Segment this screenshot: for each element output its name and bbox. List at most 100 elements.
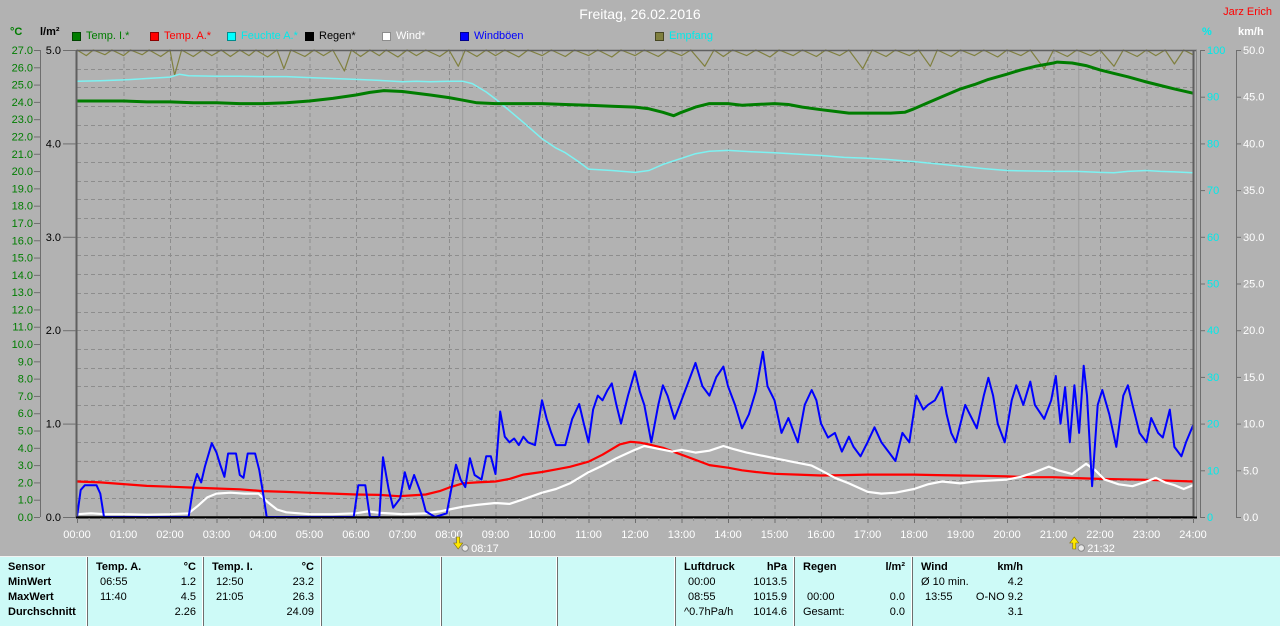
- legend-item-regen[interactable]: Regen*: [305, 30, 356, 42]
- svg-text:20: 20: [1207, 419, 1219, 431]
- svg-text:4.0: 4.0: [18, 443, 33, 455]
- svg-text:00:00: 00:00: [63, 529, 91, 541]
- svg-text:10:00: 10:00: [528, 529, 556, 541]
- table-col-tail: [1030, 557, 1280, 626]
- svg-text:5.0: 5.0: [18, 426, 33, 438]
- svg-text:25.0: 25.0: [1243, 279, 1264, 291]
- svg-text:22:00: 22:00: [1086, 529, 1114, 541]
- svg-text:13.0: 13.0: [12, 287, 33, 299]
- svg-text:15.0: 15.0: [1243, 372, 1264, 384]
- svg-text:21.0: 21.0: [12, 149, 33, 161]
- svg-text:13:00: 13:00: [668, 529, 696, 541]
- svg-text:60: 60: [1207, 232, 1219, 244]
- left-temp-axis-unit: °C: [10, 26, 23, 38]
- up-arrow-icon: [1069, 536, 1080, 550]
- regen-swatch-icon: [305, 31, 314, 41]
- svg-text:10.0: 10.0: [12, 339, 33, 351]
- legend-item-feuchte[interactable]: Feuchte A.*: [227, 30, 298, 42]
- series-wind: [75, 444, 1195, 516]
- legend-item-windboeen[interactable]: Windböen: [460, 30, 524, 42]
- moonset-marker: 08:17: [453, 536, 499, 555]
- series-temp-i-: [75, 60, 1195, 118]
- svg-text:2.0: 2.0: [18, 477, 33, 489]
- svg-text:7.0: 7.0: [18, 391, 33, 403]
- svg-text:19.0: 19.0: [12, 183, 33, 195]
- svg-text:19:00: 19:00: [947, 529, 975, 541]
- series-temp-a-: [75, 440, 1195, 498]
- svg-text:27.0: 27.0: [12, 45, 33, 57]
- svg-text:90: 90: [1207, 92, 1219, 104]
- legend-item-wind[interactable]: Wind*: [382, 30, 425, 42]
- table-col-empty-2: [442, 557, 558, 626]
- svg-text:02:00: 02:00: [156, 529, 184, 541]
- x-axis: 00:00 01:00 02:00 03:00 04:00 05:00 06:00 07:00…: [63, 518, 1207, 541]
- temp-a-swatch-icon: [150, 31, 159, 41]
- moonrise-marker: 21:32: [1069, 536, 1115, 555]
- svg-text:50.0: 50.0: [1243, 45, 1264, 57]
- svg-text:20.0: 20.0: [12, 166, 33, 178]
- svg-text:12:00: 12:00: [621, 529, 649, 541]
- svg-text:14:00: 14:00: [714, 529, 742, 541]
- svg-text:04:00: 04:00: [249, 529, 277, 541]
- axis-ticks-and-labels: 0.0 1.0 2.0 3.0 4.0 5.0 6.0 7.0 8.0 9.0 10.0 11.0 12…: [12, 45, 1265, 524]
- table-col-temp-i: Temp. I. °C 12:50 23.2 21:05 26.3 24.09: [204, 557, 322, 626]
- svg-text:1.0: 1.0: [46, 419, 61, 431]
- svg-text:17.0: 17.0: [12, 218, 33, 230]
- svg-text:10: 10: [1207, 465, 1219, 477]
- marker-lines: [462, 50, 1080, 524]
- table-col-empty-3: [558, 557, 676, 626]
- svg-text:20:00: 20:00: [993, 529, 1021, 541]
- svg-text:0.0: 0.0: [18, 512, 33, 524]
- legend-item-temp-i[interactable]: Temp. I.*: [72, 30, 129, 42]
- svg-text:9.0: 9.0: [18, 356, 33, 368]
- svg-text:30.0: 30.0: [1243, 232, 1264, 244]
- plot-border: [75, 49, 1197, 519]
- feuchte-swatch-icon: [227, 31, 236, 41]
- windboeen-swatch-icon: [460, 31, 469, 41]
- svg-text:14.0: 14.0: [12, 270, 33, 282]
- temp-i-swatch-icon: [72, 31, 81, 41]
- svg-text:18:00: 18:00: [900, 529, 928, 541]
- legend-item-empfang[interactable]: Empfang: [655, 30, 713, 42]
- table-col-wind: Wind km/h Ø 10 min. 4.2 13:55 O-NO 9.2 3.1: [921, 561, 1023, 618]
- series-feuchte-a-: [76, 73, 1194, 174]
- empfang-swatch-icon: [655, 31, 664, 41]
- svg-text:17:00: 17:00: [854, 529, 882, 541]
- svg-text:24:00: 24:00: [1179, 529, 1207, 541]
- svg-text:0: 0: [1207, 512, 1213, 524]
- svg-text:11:00: 11:00: [575, 529, 602, 541]
- legend-item-temp-a[interactable]: Temp. A.*: [150, 30, 211, 42]
- moon-icon: [1077, 544, 1085, 552]
- svg-text:10.0: 10.0: [1243, 419, 1264, 431]
- station-name: Jarz Erich: [1223, 6, 1272, 18]
- svg-text:45.0: 45.0: [1243, 92, 1264, 104]
- svg-text:15.0: 15.0: [12, 253, 33, 265]
- svg-text:35.0: 35.0: [1243, 185, 1264, 197]
- svg-text:22.0: 22.0: [12, 131, 33, 143]
- svg-text:06:00: 06:00: [342, 529, 370, 541]
- svg-text:0.0: 0.0: [46, 512, 61, 524]
- svg-text:50: 50: [1207, 279, 1219, 291]
- right-wind-axis-unit: km/h: [1238, 26, 1264, 38]
- svg-text:11.0: 11.0: [12, 322, 33, 334]
- svg-text:100: 100: [1207, 45, 1225, 57]
- svg-text:40: 40: [1207, 325, 1219, 337]
- svg-text:2.0: 2.0: [46, 325, 61, 337]
- svg-text:5.0: 5.0: [46, 45, 61, 57]
- svg-text:15:00: 15:00: [761, 529, 789, 541]
- svg-text:01:00: 01:00: [110, 529, 138, 541]
- svg-text:23:00: 23:00: [1133, 529, 1161, 541]
- chart-title: Freitag, 26.02.2016: [579, 6, 701, 22]
- table-row-labels: Sensor MinWert MaxWert Durchschnitt: [0, 557, 88, 626]
- svg-text:80: 80: [1207, 138, 1219, 150]
- svg-text:16.0: 16.0: [12, 235, 33, 247]
- svg-text:3.0: 3.0: [18, 460, 33, 472]
- svg-text:08:00: 08:00: [435, 529, 463, 541]
- svg-text:18.0: 18.0: [12, 201, 33, 213]
- statistics-table: Sensor MinWert MaxWert Durchschnitt Temp…: [0, 556, 1280, 626]
- left-rain-axis-unit: l/m²: [40, 26, 60, 38]
- svg-text:09:00: 09:00: [482, 529, 510, 541]
- svg-text:21:32: 21:32: [1087, 543, 1115, 555]
- svg-text:08:17: 08:17: [471, 543, 499, 555]
- down-arrow-icon: [453, 536, 464, 550]
